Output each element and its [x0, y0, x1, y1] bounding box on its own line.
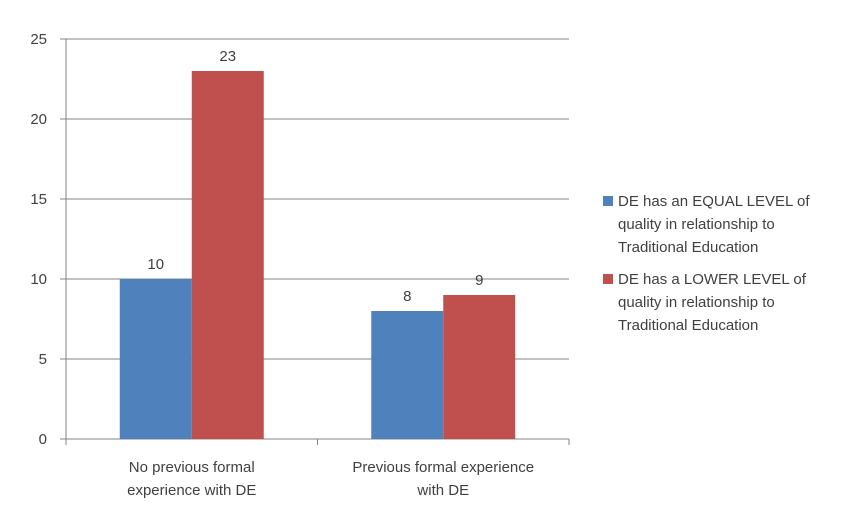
- x-category-label: with DE: [416, 482, 469, 499]
- legend-label: DE has an EQUAL LEVEL of: [618, 193, 810, 210]
- legend-label: DE has a LOWER LEVEL of: [618, 271, 807, 288]
- x-category-label: Previous formal experience: [352, 459, 534, 476]
- bar: [191, 71, 264, 439]
- data-label: 9: [475, 272, 483, 289]
- x-category-label: experience with DE: [127, 482, 256, 499]
- y-tick-label: 15: [30, 191, 47, 208]
- y-tick-label: 0: [39, 431, 47, 448]
- labels: 0 5 10 15 20 25 10 23 No previous formal experien…: [30, 31, 534, 499]
- bar: [443, 295, 516, 439]
- y-tick-label: 5: [39, 351, 47, 368]
- legend-label: Traditional Education: [618, 317, 758, 334]
- y-tick-label: 10: [30, 271, 47, 288]
- y-tick-label: 20: [30, 111, 47, 128]
- y-tick-label: 25: [30, 31, 47, 48]
- x-category-label: No previous formal: [129, 459, 255, 476]
- legend-label: Traditional Education: [618, 239, 758, 256]
- bar: [371, 311, 444, 439]
- legend-label: quality in relationship to: [618, 216, 775, 233]
- data-label: 23: [219, 48, 236, 65]
- legend-swatch: [603, 196, 613, 206]
- bar: [119, 279, 192, 439]
- legend-label: quality in relationship to: [618, 294, 775, 311]
- bars: [119, 71, 516, 439]
- legend-swatch: [603, 274, 613, 284]
- data-label: 10: [147, 256, 164, 273]
- legend: DE has an EQUAL LEVEL of quality in relat…: [603, 193, 810, 334]
- data-label: 8: [403, 288, 411, 305]
